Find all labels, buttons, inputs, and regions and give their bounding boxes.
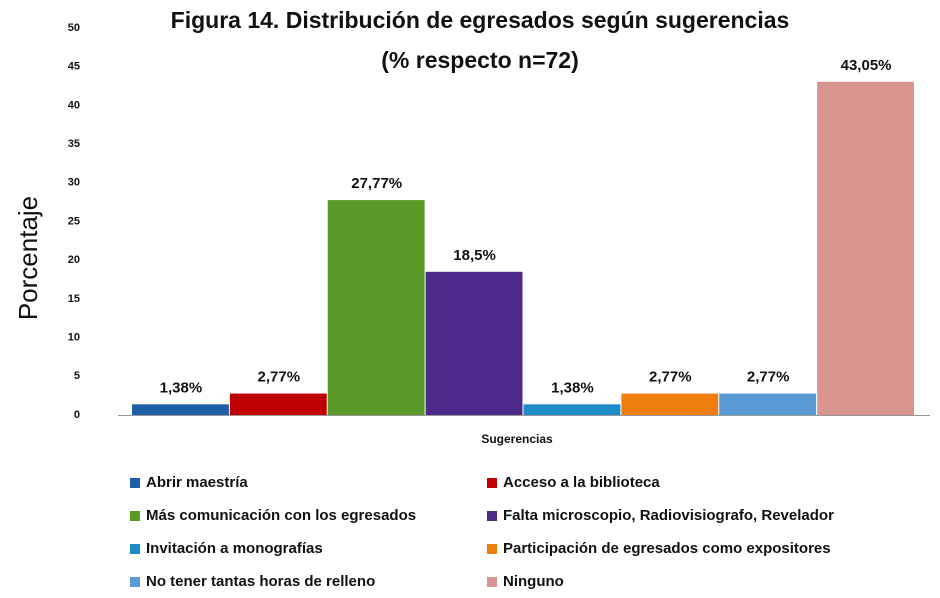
legend-label: Falta microscopio, Radiovisiografo, Reve… bbox=[503, 507, 834, 524]
y-tick-label: 30 bbox=[68, 177, 80, 189]
legend-label: Acceso a la biblioteca bbox=[503, 474, 660, 491]
value-label: 2,77% bbox=[747, 369, 790, 386]
legend-swatch bbox=[130, 577, 140, 587]
bar bbox=[425, 271, 523, 415]
legend-swatch bbox=[487, 478, 497, 488]
value-label: 2,77% bbox=[258, 369, 301, 386]
bar bbox=[132, 404, 229, 415]
y-axis-label: Porcentaje bbox=[13, 196, 43, 320]
y-tick-label: 40 bbox=[68, 99, 80, 111]
chart-title: Figura 14. Distribución de egresados seg… bbox=[171, 7, 790, 33]
y-tick-label: 35 bbox=[68, 138, 80, 150]
y-tick-label: 25 bbox=[68, 215, 80, 227]
legend-label: Abrir maestría bbox=[146, 474, 248, 491]
y-tick-label: 50 bbox=[68, 22, 80, 34]
legend-label: Más comunicación con los egresados bbox=[146, 507, 416, 524]
bar bbox=[327, 200, 425, 415]
chart-subtitle: (% respecto n=72) bbox=[381, 47, 579, 73]
y-tick-label: 20 bbox=[68, 254, 80, 266]
legend-swatch bbox=[130, 511, 140, 521]
legend-label: Ninguno bbox=[503, 573, 564, 590]
y-tick-label: 0 bbox=[74, 409, 80, 421]
value-label: 27,77% bbox=[351, 175, 402, 192]
y-tick-label: 10 bbox=[68, 332, 80, 344]
value-label: 43,05% bbox=[841, 57, 892, 74]
legend-swatch bbox=[487, 511, 497, 521]
bar bbox=[523, 404, 621, 415]
legend-swatch bbox=[487, 577, 497, 587]
legend-label: No tener tantas horas de relleno bbox=[146, 573, 375, 590]
value-label: 1,38% bbox=[551, 379, 594, 396]
bar bbox=[817, 81, 914, 415]
bar bbox=[229, 393, 327, 415]
value-label: 2,77% bbox=[649, 369, 692, 386]
bar bbox=[621, 393, 719, 415]
y-tick-label: 5 bbox=[74, 370, 80, 382]
legend-swatch bbox=[130, 544, 140, 554]
y-tick-label: 45 bbox=[68, 61, 80, 73]
bar bbox=[719, 393, 817, 415]
value-label: 1,38% bbox=[160, 379, 203, 396]
legend-swatch bbox=[487, 544, 497, 554]
legend-swatch bbox=[130, 478, 140, 488]
value-label: 18,5% bbox=[453, 247, 496, 264]
legend-label: Invitación a monografías bbox=[146, 540, 323, 557]
legend-label: Participación de egresados como exposito… bbox=[503, 540, 831, 557]
y-tick-label: 15 bbox=[68, 293, 80, 305]
x-axis-label: Sugerencias bbox=[481, 432, 553, 446]
